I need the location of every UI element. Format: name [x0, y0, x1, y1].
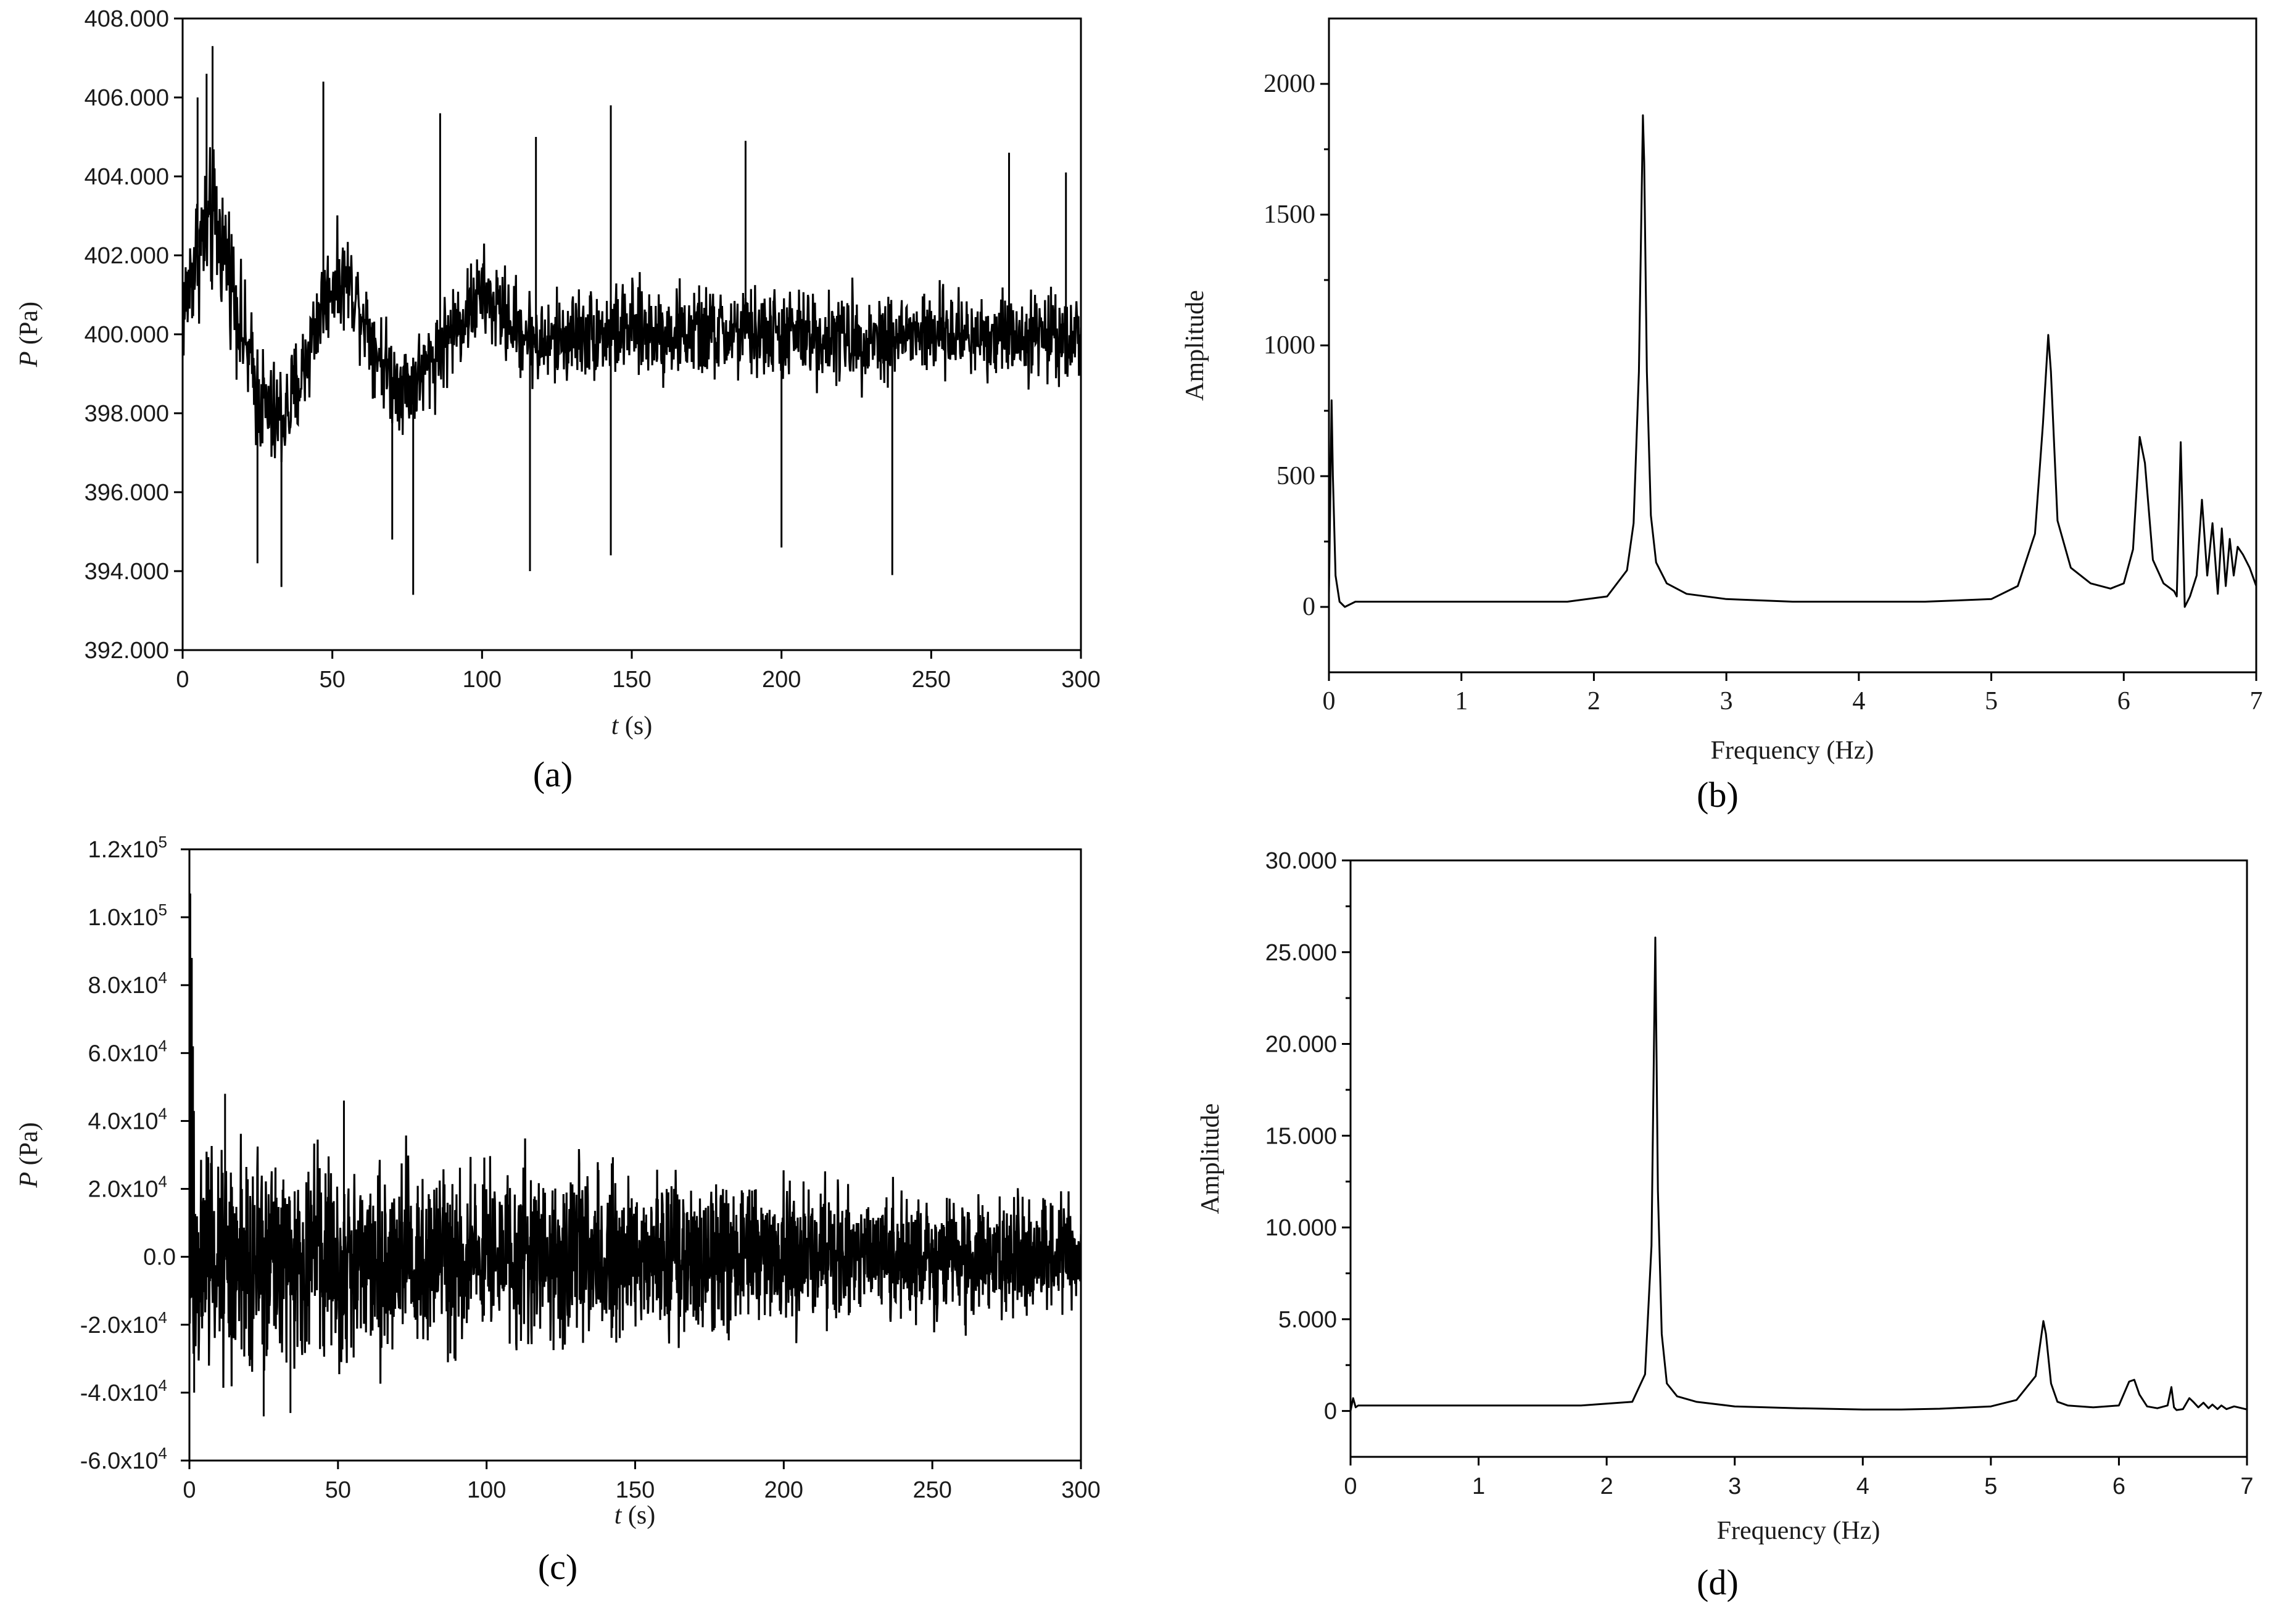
y-tick-label: 6.0x104	[88, 1036, 167, 1066]
y-tick-label: 25.000	[1265, 940, 1337, 966]
x-tick-label: 250	[912, 1477, 951, 1503]
pressure-series-line	[189, 1111, 1081, 1388]
y-tick-label: -4.0x104	[80, 1376, 167, 1406]
x-tick-label: 2	[1587, 687, 1600, 715]
x-tick-label: 300	[1061, 1477, 1100, 1503]
x-tick-label: 0	[183, 1477, 196, 1503]
x-axis-label: t (s)	[611, 712, 653, 740]
x-tick-label: 100	[463, 667, 502, 693]
plot-frame	[188, 848, 1082, 1462]
plot-frame	[1349, 859, 2248, 1458]
y-tick-label: 8.0x104	[88, 968, 167, 999]
panel-c-time-series-chart: 0 50 100 150 200 250 300 -6.0x104 -4.0x104 -2.0x1…	[15, 833, 1101, 1587]
x-tick-label: 7	[2250, 687, 2263, 715]
x-tick-label: 100	[467, 1477, 506, 1503]
y-axis-label: Amplitude	[1181, 290, 1209, 401]
x-tick-label: 1	[1455, 687, 1468, 715]
y-tick-label: -2.0x104	[80, 1308, 167, 1338]
x-tick-label: 2	[1600, 1474, 1613, 1499]
y-tick-label: -6.0x104	[80, 1444, 167, 1474]
panel-d-spectrum-chart: 0 1 2 3 4 5 6 7 0 5.000 10.000 15.000 20.000 25.000 30…	[1196, 848, 2254, 1602]
y-axis-label: P (Pa)	[15, 302, 43, 368]
x-tick-label: 50	[325, 1477, 351, 1503]
plot-area	[1329, 114, 2256, 608]
y-tick-label: 2.0x104	[88, 1173, 167, 1203]
y-tick-label: 1500	[1264, 200, 1315, 229]
x-tick-label: 6	[2112, 1474, 2125, 1499]
x-tick-label: 5	[1984, 1474, 1997, 1499]
y-axis-label: Amplitude	[1196, 1103, 1225, 1214]
amplitude-spectrum-line	[1351, 936, 2247, 1411]
x-tick-label: 200	[764, 1477, 803, 1503]
x-tick-label: 0	[1323, 687, 1336, 715]
panel-label: (b)	[1697, 775, 1739, 815]
y-tick-label: 5.000	[1278, 1307, 1337, 1333]
plot-area	[1351, 936, 2247, 1411]
x-tick-label: 250	[912, 667, 951, 693]
amplitude-spectrum-line	[1329, 114, 2256, 608]
pressure-series-line	[183, 147, 1081, 463]
y-tick-label: 1000	[1264, 331, 1315, 360]
x-axis-label: Frequency (Hz)	[1717, 1517, 1881, 1545]
x-tick-label: 3	[1720, 687, 1733, 715]
y-tick-label: 10.000	[1265, 1215, 1337, 1241]
y-tick-label: 398.000	[85, 401, 169, 427]
panel-label: (a)	[533, 754, 573, 794]
x-tick-label: 3	[1728, 1474, 1741, 1499]
y-tick-label: 0	[1324, 1399, 1337, 1425]
y-tick-label: 4.0x104	[88, 1104, 167, 1134]
y-tick-label: 15.000	[1265, 1123, 1337, 1149]
plot-frame	[1328, 17, 2257, 674]
y-tick-label: 2000	[1264, 70, 1315, 98]
y-tick-label: 406.000	[85, 85, 169, 111]
y-tick-label: 396.000	[85, 480, 169, 506]
x-tick-label: 150	[616, 1477, 655, 1503]
x-tick-label: 1	[1472, 1474, 1485, 1499]
plot-area	[183, 46, 1081, 595]
y-tick-label: 402.000	[85, 243, 169, 269]
y-tick-label: 394.000	[85, 559, 169, 585]
y-tick-label: 0	[1302, 593, 1315, 621]
x-tick-label: 7	[2240, 1474, 2253, 1499]
y-tick-label: 30.000	[1265, 848, 1337, 874]
y-tick-label: 404.000	[85, 164, 169, 190]
x-tick-label: 150	[612, 667, 651, 693]
y-tick-label: 0.0	[143, 1245, 176, 1271]
y-tick-label: 500	[1276, 462, 1315, 490]
y-axis-label: P (Pa)	[15, 1122, 43, 1188]
x-tick-label: 50	[320, 667, 345, 693]
panel-label: (c)	[538, 1547, 577, 1587]
y-tick-label: 408.000	[85, 6, 169, 32]
x-tick-label: 200	[762, 667, 801, 693]
panel-label: (d)	[1697, 1562, 1739, 1602]
x-tick-label: 4	[1856, 1474, 1869, 1499]
x-axis-label: Frequency (Hz)	[1711, 736, 1874, 765]
y-tick-label: 400.000	[85, 322, 169, 348]
x-tick-label: 300	[1061, 667, 1100, 693]
x-tick-label: 6	[2117, 687, 2130, 715]
panel-b-spectrum-chart: 0 1 2 3 4 5 6 7 0 500 1000 1500 2000 Frequency (Hz) Am…	[1181, 17, 2263, 815]
panel-a-time-series-chart: 0 50 100 150 200 250 300 392.000 394.000 396.000 3…	[15, 6, 1101, 794]
y-tick-label: 1.0x105	[88, 901, 167, 931]
y-tick-label: 1.2x105	[88, 833, 167, 863]
x-tick-label: 0	[176, 667, 189, 693]
x-axis-label: t (s)	[614, 1501, 656, 1530]
x-tick-label: 5	[1985, 687, 1998, 715]
y-tick-label: 20.000	[1265, 1032, 1337, 1058]
x-tick-label: 0	[1344, 1474, 1357, 1499]
y-tick-label: 392.000	[85, 638, 169, 664]
x-tick-label: 4	[1852, 687, 1865, 715]
plot-area	[189, 893, 1081, 1417]
